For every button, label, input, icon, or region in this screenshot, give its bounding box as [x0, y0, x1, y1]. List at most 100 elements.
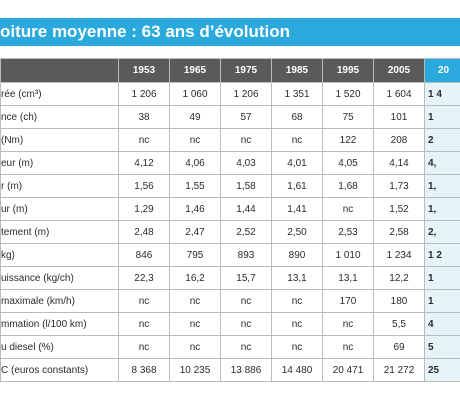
cell-value: 2,48 — [118, 220, 170, 244]
evolution-table: 1953 1965 1975 1985 1995 2005 20 rée (cm… — [0, 58, 460, 382]
cell-value: nc — [271, 128, 323, 152]
cell-value-highlight: 1, — [424, 174, 460, 198]
cell-value: nc — [169, 128, 221, 152]
cell-value: nc — [118, 312, 170, 336]
cell-value: 1 520 — [322, 82, 374, 106]
cell-value: 69 — [373, 335, 425, 359]
cell-value: nc — [220, 312, 272, 336]
table-row: r (m) 1,56 1,55 1,58 1,61 1,68 1,73 1, — [0, 174, 460, 198]
page-title: oiture moyenne : 63 ans d’évolution — [0, 22, 290, 41]
cell-value: 890 — [271, 243, 323, 267]
cell-value: nc — [322, 312, 374, 336]
row-label: nce (ch) — [0, 105, 119, 129]
cell-value: nc — [118, 128, 170, 152]
cell-value-highlight: 2 — [424, 128, 460, 152]
cell-value: 1,73 — [373, 174, 425, 198]
cell-value-highlight: 1 4 — [424, 82, 460, 106]
table-row: (Nm) nc nc nc nc 122 208 2 — [0, 128, 460, 152]
cell-value: 13,1 — [271, 266, 323, 290]
cell-value: 1 234 — [373, 243, 425, 267]
row-label: uissance (kg/ch) — [0, 266, 119, 290]
header-year: 1953 — [118, 58, 170, 83]
table-row: maximale (km/h) nc nc nc nc 170 180 1 — [0, 289, 460, 313]
cell-value: 1,29 — [118, 197, 170, 221]
cell-value: 1,52 — [373, 197, 425, 221]
table-row: u diesel (%) nc nc nc nc nc 69 5 — [0, 335, 460, 359]
header-year-highlight: 20 — [424, 58, 460, 83]
cell-value: nc — [322, 197, 374, 221]
row-label: eur (m) — [0, 151, 119, 175]
cell-value: 2,47 — [169, 220, 221, 244]
cell-value: 4,12 — [118, 151, 170, 175]
cell-value: 2,53 — [322, 220, 374, 244]
table-row: nce (ch) 38 49 57 68 75 101 1 — [0, 105, 460, 129]
cell-value: 1,68 — [322, 174, 374, 198]
cell-value: 16,2 — [169, 266, 221, 290]
cell-value: nc — [169, 312, 221, 336]
cell-value: 1,44 — [220, 197, 272, 221]
header-year: 1975 — [220, 58, 272, 83]
cell-value-highlight: 4 — [424, 312, 460, 336]
cell-value: 795 — [169, 243, 221, 267]
row-label: maximale (km/h) — [0, 289, 119, 313]
cell-value: 1 060 — [169, 82, 221, 106]
cell-value-highlight: 1 — [424, 266, 460, 290]
cell-value: 122 — [322, 128, 374, 152]
cell-value-highlight: 1, — [424, 197, 460, 221]
cell-value: 57 — [220, 105, 272, 129]
cell-value: 893 — [220, 243, 272, 267]
cell-value: 75 — [322, 105, 374, 129]
cell-value: 4,06 — [169, 151, 221, 175]
cell-value: 1,55 — [169, 174, 221, 198]
cell-value: 2,50 — [271, 220, 323, 244]
cell-value: nc — [271, 335, 323, 359]
header-year: 1985 — [271, 58, 323, 83]
table-row: rée (cm³) 1 206 1 060 1 206 1 351 1 520 1 604 1… — [0, 82, 460, 106]
cell-value: 1 351 — [271, 82, 323, 106]
cell-value: nc — [220, 335, 272, 359]
cell-value: 14 480 — [271, 358, 323, 382]
row-label: r (m) — [0, 174, 119, 198]
table-row: C (euros constants) 8 368 10 235 13 886 14 4… — [0, 358, 460, 382]
cell-value: 1 604 — [373, 82, 425, 106]
cell-value: 1 010 — [322, 243, 374, 267]
table-row: kg) 846 795 893 890 1 010 1 234 1 2 — [0, 243, 460, 267]
cell-value: nc — [271, 289, 323, 313]
cell-value: 1,41 — [271, 197, 323, 221]
cell-value: nc — [220, 128, 272, 152]
cell-value: 4,14 — [373, 151, 425, 175]
cell-value: 170 — [322, 289, 374, 313]
cell-value: 13 886 — [220, 358, 272, 382]
cell-value: nc — [169, 335, 221, 359]
table-header-row: 1953 1965 1975 1985 1995 2005 20 — [0, 58, 460, 83]
cell-value: nc — [220, 289, 272, 313]
cell-value: 1,61 — [271, 174, 323, 198]
cell-value: 4,01 — [271, 151, 323, 175]
cell-value-highlight: 1 2 — [424, 243, 460, 267]
cell-value: 180 — [373, 289, 425, 313]
header-year: 1995 — [322, 58, 374, 83]
cell-value: 20 471 — [322, 358, 374, 382]
cell-value: 21 272 — [373, 358, 425, 382]
cell-value: 1,56 — [118, 174, 170, 198]
cell-value-highlight: 1 — [424, 289, 460, 313]
cell-value: 8 368 — [118, 358, 170, 382]
cell-value-highlight: 5 — [424, 335, 460, 359]
row-label: tement (m) — [0, 220, 119, 244]
cell-value: 13,1 — [322, 266, 374, 290]
cell-value: 4,03 — [220, 151, 272, 175]
cell-value: 101 — [373, 105, 425, 129]
cell-value: 1,46 — [169, 197, 221, 221]
row-label: C (euros constants) — [0, 358, 119, 382]
table-row: ur (m) 1,29 1,46 1,44 1,41 nc 1,52 1, — [0, 197, 460, 221]
header-year: 1965 — [169, 58, 221, 83]
cell-value: 208 — [373, 128, 425, 152]
cell-value: 68 — [271, 105, 323, 129]
cell-value: nc — [118, 335, 170, 359]
table-row: uissance (kg/ch) 22,3 16,2 15,7 13,1 13,1 12,2… — [0, 266, 460, 290]
cell-value: 10 235 — [169, 358, 221, 382]
cell-value: 4,05 — [322, 151, 374, 175]
header-corner-cell — [0, 58, 119, 83]
cell-value: 15,7 — [220, 266, 272, 290]
cell-value: 1 206 — [118, 82, 170, 106]
